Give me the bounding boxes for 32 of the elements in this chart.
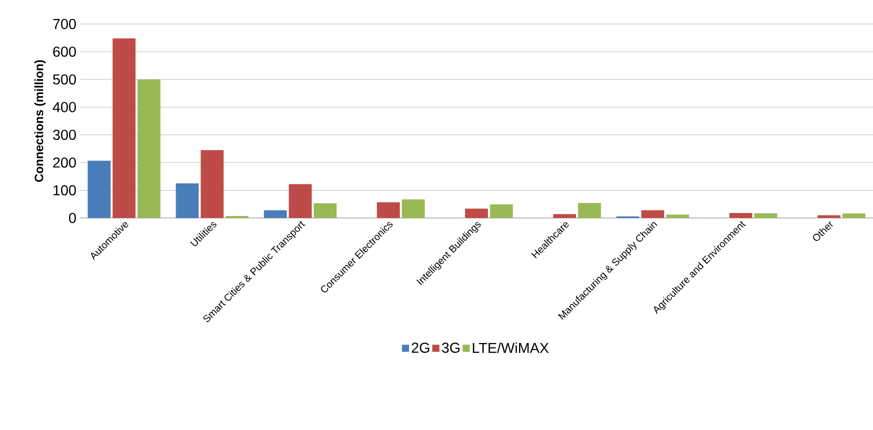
bar [754, 213, 778, 218]
bar [553, 214, 576, 218]
y-tick-label: 300 [53, 130, 76, 140]
y-tick-label: 400 [52, 102, 76, 112]
bar [666, 214, 690, 218]
bar [465, 208, 488, 218]
bar [176, 183, 199, 218]
legend-label: 2G [412, 342, 430, 353]
y-tick-label: 700 [53, 18, 76, 30]
y-tick-label: 200 [53, 157, 76, 168]
bar [842, 214, 866, 218]
bar [490, 204, 513, 218]
legend-label: LTE/WiMAX [472, 342, 549, 354]
bar [729, 213, 752, 218]
bar [402, 199, 425, 218]
y-tick-label: 600 [53, 46, 76, 57]
bar [641, 210, 664, 218]
bar [314, 203, 337, 218]
bar [264, 210, 287, 218]
y-axis-title: Connections (million) [34, 60, 46, 182]
y-tick-label: 100 [54, 185, 76, 196]
bar [112, 38, 136, 218]
bar [138, 79, 160, 218]
legend-label: 3G [442, 342, 460, 353]
bar [376, 202, 400, 218]
bar [817, 215, 840, 218]
bar [288, 184, 312, 218]
y-tick-label: 500 [53, 74, 76, 85]
y-tick-label: 0 [69, 212, 76, 224]
bar [200, 150, 224, 218]
bar [578, 203, 601, 218]
bar [88, 160, 111, 218]
